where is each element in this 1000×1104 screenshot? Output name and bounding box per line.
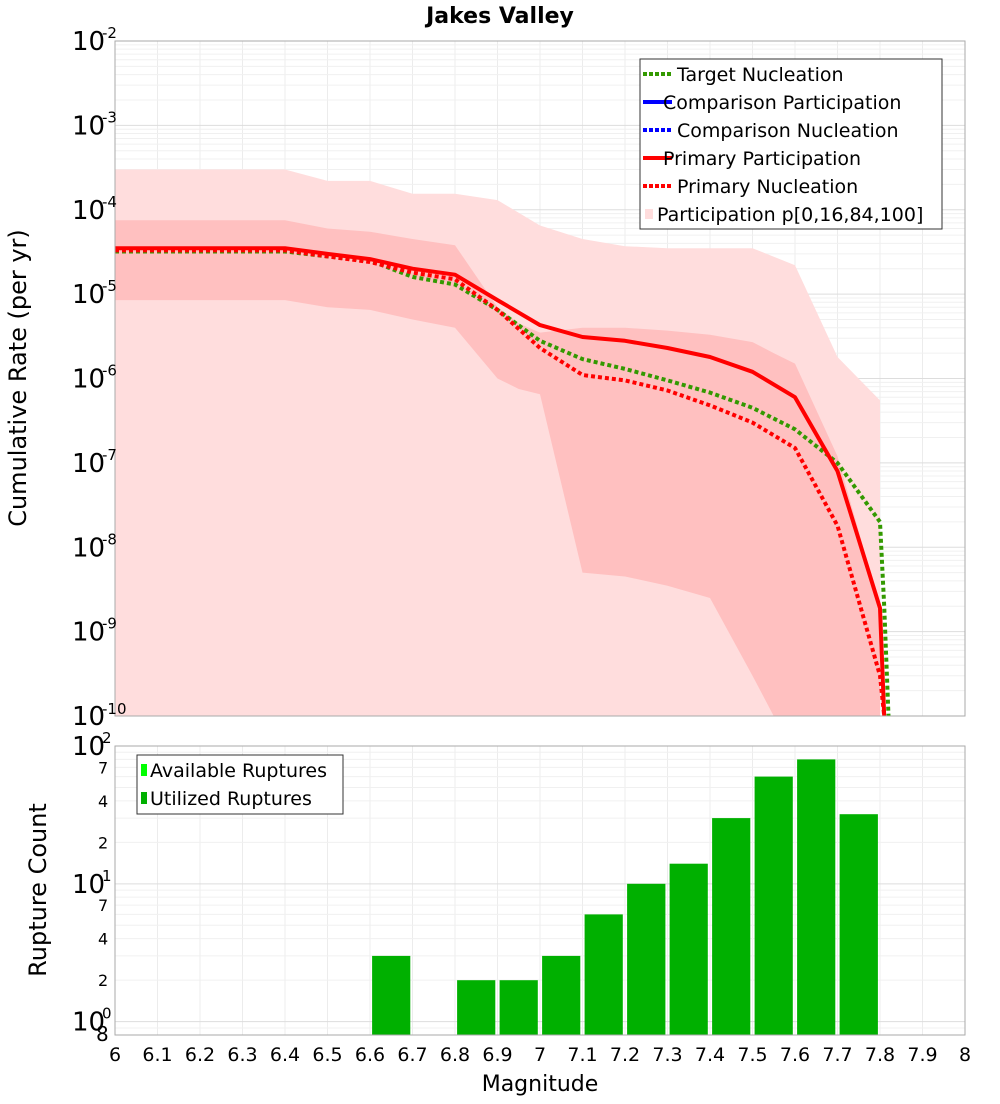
x-tick-labels: 6 6.1 6.2 6.3 6.4 6.5 6.6 6.7 6.8 6.9 7 7.1 7.2 7.3 7.… [109, 1044, 971, 1066]
top-series [115, 246, 891, 717]
top-y-tick-exponent: -9 [102, 615, 117, 633]
top-bands [115, 169, 880, 717]
top-y-tick-label: 10 [72, 618, 105, 648]
bottom-y-axis-label: Rupture Count [24, 803, 52, 977]
bottom-y-tick-exponent: 0 [102, 1005, 112, 1023]
bar-utilized-ruptures [839, 814, 878, 1035]
top-y-tick-label: 10 [72, 196, 105, 226]
bottom-bars [372, 759, 878, 1035]
legend-swatch-bar [141, 764, 147, 776]
bottom-y-minor-tick-label: 7 [98, 758, 108, 777]
top-y-tick-label: 10 [72, 111, 105, 141]
bottom-y-minor-tick-label: 2 [98, 971, 108, 990]
x-tick-label: 7 [534, 1044, 546, 1066]
legend-label: Available Ruptures [150, 760, 327, 782]
bar-utilized-ruptures [372, 955, 411, 1035]
top-y-tick-exponent: -10 [102, 700, 127, 718]
x-tick-label: 6.6 [355, 1044, 385, 1066]
top-y-tick-label: 10 [72, 533, 105, 563]
legend-label: Target Nucleation [676, 64, 844, 86]
top-y-tick-exponent: -3 [102, 108, 117, 126]
legend-label: Utilized Ruptures [150, 788, 312, 810]
bar-utilized-ruptures [542, 955, 581, 1035]
bar-utilized-ruptures [669, 863, 708, 1035]
bar-utilized-ruptures [457, 980, 496, 1035]
x-tick-label: 7.1 [567, 1044, 597, 1066]
top-y-tick-labels: 10-210-310-410-510-610-710-810-910-10 [72, 24, 127, 732]
x-tick-label: 6.7 [397, 1044, 427, 1066]
bar-utilized-ruptures [627, 883, 666, 1035]
bar-utilized-ruptures [499, 980, 538, 1035]
x-tick-label: 7.2 [610, 1044, 640, 1066]
bottom-y-minor-tick-label: 4 [98, 792, 108, 811]
bar-utilized-ruptures [584, 914, 623, 1035]
top-y-tick-label: 10 [72, 27, 105, 57]
x-tick-label: 6.3 [227, 1044, 257, 1066]
top-y-tick-exponent: -6 [102, 362, 117, 380]
x-tick-label: 7.7 [822, 1044, 852, 1066]
bottom-y-minor-tick-label: 7 [98, 896, 108, 915]
x-tick-label: 7.5 [737, 1044, 767, 1066]
top-legend: Target Nucleation Comparison Participatio… [639, 58, 943, 230]
top-y-tick-exponent: -2 [102, 24, 117, 42]
bottom-y-tick-label: 10 [72, 732, 105, 762]
x-tick-label: 7.4 [695, 1044, 725, 1066]
bottom-plot-frame [114, 745, 966, 1036]
legend-swatch-bar [141, 792, 147, 804]
top-y-axis-label: Cumulative Rate (per yr) [4, 229, 32, 527]
legend-label: Primary Participation [663, 148, 861, 170]
top-legend-box [639, 58, 943, 230]
bar-utilized-ruptures [754, 776, 793, 1035]
bar-utilized-ruptures [797, 759, 836, 1035]
x-tick-label: 6.4 [270, 1044, 300, 1066]
bottom-y-minor-tick-label: 4 [98, 930, 108, 949]
x-tick-label: 8 [959, 1044, 971, 1066]
top-y-tick-label: 10 [72, 365, 105, 395]
top-y-tick-label: 10 [72, 449, 105, 479]
legend-label: Comparison Nucleation [677, 120, 899, 142]
bottom-legend: Available Ruptures Utilized Ruptures [136, 754, 344, 815]
x-tick-label: 6.9 [482, 1044, 512, 1066]
x-tick-label: 6.1 [142, 1044, 172, 1066]
legend-swatch-band [645, 209, 653, 219]
chart-title: Jakes Valley [424, 4, 574, 29]
bottom-y-tick-exponent: 1 [102, 867, 112, 885]
top-y-tick-exponent: -8 [102, 530, 117, 548]
bar-utilized-ruptures [712, 818, 751, 1035]
bottom-y-minor-tick-label: 2 [98, 833, 108, 852]
x-tick-label: 6.2 [185, 1044, 215, 1066]
bottom-y-minor-tick-label: 8 [96, 1022, 109, 1046]
legend-label: Comparison Participation [663, 92, 901, 114]
x-tick-label: 6.8 [440, 1044, 470, 1066]
top-y-tick-exponent: -4 [102, 193, 117, 211]
x-tick-label: 6 [109, 1044, 121, 1066]
legend-label: Primary Nucleation [677, 176, 858, 198]
bottom-y-tick-label: 10 [72, 870, 105, 900]
bottom-y-tick-label: 10 [72, 1008, 105, 1038]
bottom-legend-box [136, 754, 344, 815]
top-plot-frame [114, 40, 966, 717]
x-tick-label: 7.3 [652, 1044, 682, 1066]
x-axis-label: Magnitude [482, 1072, 599, 1097]
top-y-tick-label: 10 [72, 280, 105, 310]
series-primary-nucleation [115, 248, 887, 717]
x-tick-label: 6.5 [312, 1044, 342, 1066]
x-tick-label: 7.8 [865, 1044, 895, 1066]
top-y-tick-exponent: -7 [102, 446, 117, 464]
top-y-tick-label: 10 [72, 702, 105, 732]
series-primary-participation [115, 246, 887, 717]
legend-label: Participation p[0,16,84,100] [657, 204, 923, 226]
top-y-tick-exponent: -5 [102, 277, 117, 295]
x-tick-label: 7.6 [780, 1044, 810, 1066]
band-p16-p84 [115, 220, 880, 717]
x-tick-label: 7.9 [907, 1044, 937, 1066]
bottom-y-tick-exponent: 2 [102, 729, 112, 747]
